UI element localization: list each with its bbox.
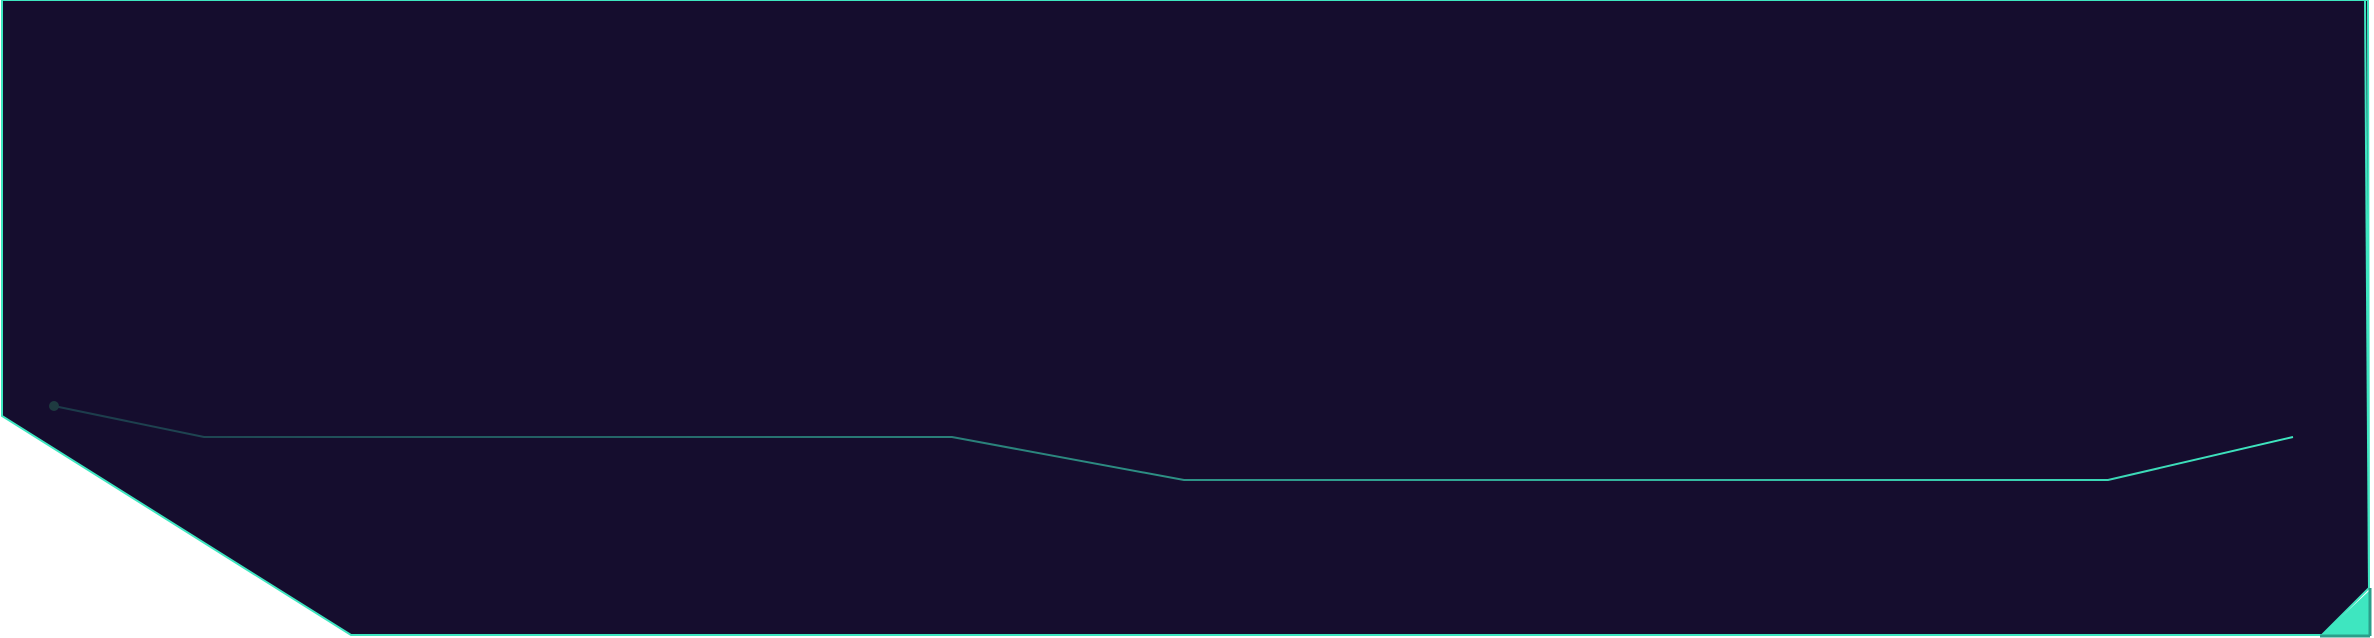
corner-accent-triangle bbox=[2322, 591, 2369, 635]
right-edge-accent bbox=[2364, 0, 2370, 589]
circuit-trace-line bbox=[53, 405, 2294, 481]
circuit-node-dot bbox=[49, 401, 59, 411]
